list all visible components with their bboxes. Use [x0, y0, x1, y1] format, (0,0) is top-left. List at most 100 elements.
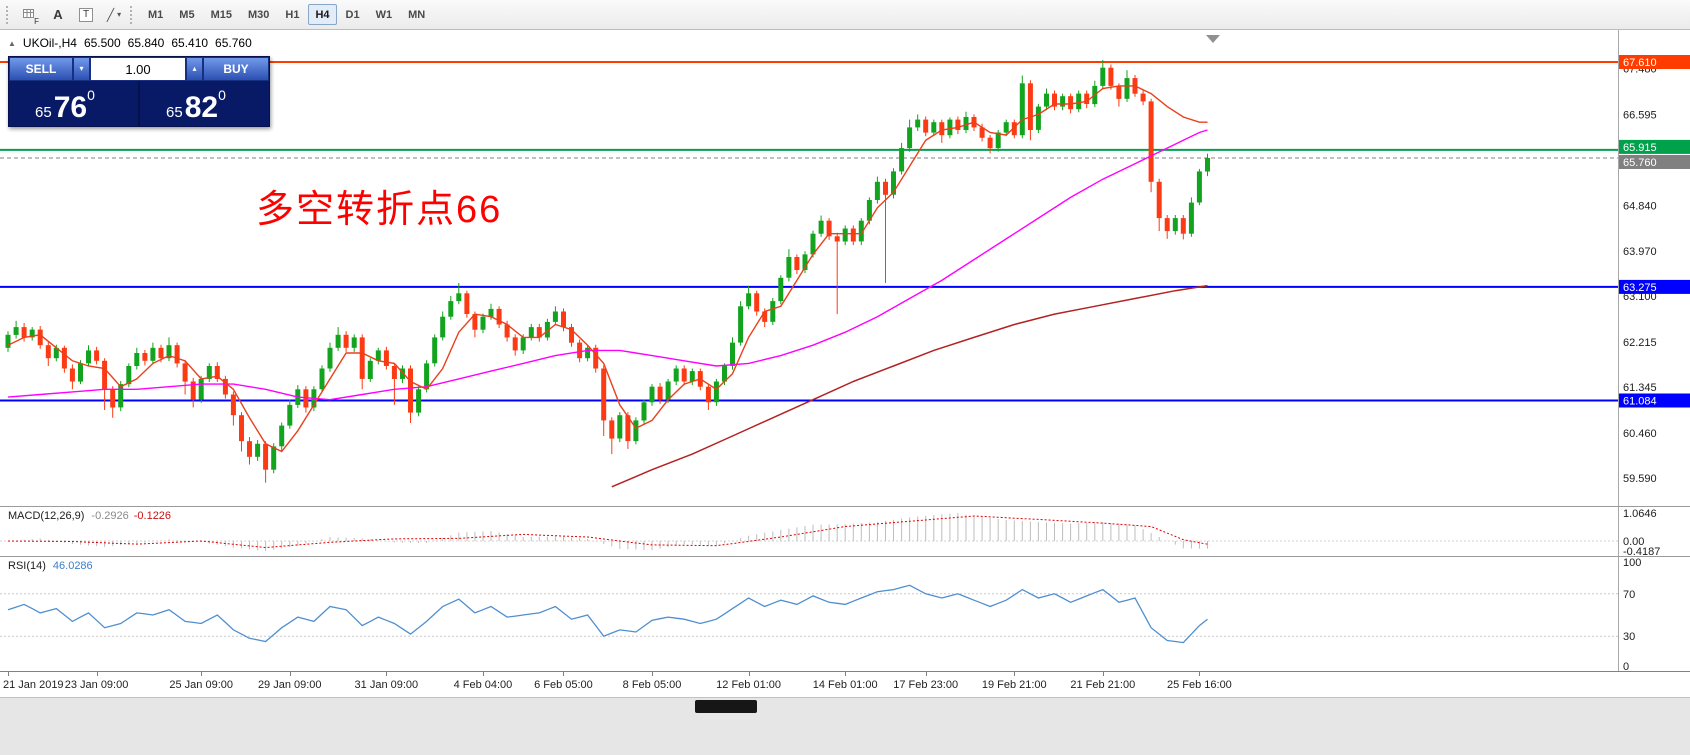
- time-axis-label: 19 Feb 21:00: [981, 679, 1047, 691]
- window-bottom-area: [0, 697, 1690, 755]
- price-tag: 65.760: [1619, 155, 1690, 169]
- price-tag: 67.610: [1619, 55, 1690, 69]
- svg-text:59.590: 59.590: [1623, 473, 1657, 485]
- time-axis-label: 21 Jan 2019: [3, 679, 64, 691]
- arrow-text-tool-button[interactable]: A: [45, 3, 71, 27]
- time-axis-tick: [1102, 672, 1104, 676]
- time-axis: 21 Jan 2019 23 Jan 09:00 25 Jan 09:00 29 Ja…: [0, 671, 1690, 697]
- chevron-down-icon: ▾: [117, 10, 122, 19]
- chart-shift-marker[interactable]: [1206, 35, 1220, 43]
- sell-price-sup: 0: [87, 87, 95, 103]
- time-axis-label: 8 Feb 05:00: [622, 679, 682, 691]
- buy-price[interactable]: 65 82 0: [140, 81, 269, 126]
- timeframe-button-m15[interactable]: M15: [204, 4, 239, 25]
- price-chart-svg: 67.48066.59564.84063.97063.10062.21561.3…: [0, 30, 1690, 506]
- time-axis-tick: [925, 672, 927, 676]
- volume-up-button[interactable]: ▴: [186, 57, 203, 81]
- svg-text:61.084: 61.084: [1623, 396, 1657, 408]
- svg-text:67.480: 67.480: [1623, 64, 1657, 76]
- timeframe-button-mn[interactable]: MN: [401, 4, 432, 25]
- caret-up-icon: ▴: [192, 64, 197, 73]
- sell-price-base: 65: [35, 103, 52, 121]
- f-label: F: [34, 16, 39, 26]
- macd-chart-svg: 1.0646 0.00-0.4187: [0, 507, 1660, 556]
- macd-signal-line: [7, 515, 1208, 549]
- candles-layer: [5, 59, 1210, 483]
- timeframe-button-m1[interactable]: M1: [141, 4, 170, 25]
- ohlc-low: 65.410: [171, 36, 209, 50]
- svg-text:65.915: 65.915: [1623, 142, 1657, 154]
- timeframe-group: M1 M5 M15 M30 H1 H4 D1 W1 MN: [140, 4, 433, 25]
- time-axis-tick: [289, 672, 291, 676]
- ma-slow-line: [611, 284, 1208, 488]
- time-axis-label: 6 Feb 05:00: [534, 679, 593, 691]
- sell-price[interactable]: 65 76 0: [9, 81, 138, 126]
- toolbar-grip[interactable]: [130, 5, 134, 24]
- price-tag: 65.915: [1619, 139, 1690, 154]
- svg-text:63.275: 63.275: [1623, 282, 1657, 294]
- toolbar-grip[interactable]: [6, 5, 10, 24]
- grid-icon: [22, 8, 34, 18]
- time-axis-label: 31 Jan 09:00: [354, 679, 419, 691]
- time-axis-label: 29 Jan 09:00: [257, 679, 322, 691]
- macd-name: MACD(12,26,9): [8, 510, 85, 522]
- svg-text:0: 0: [1623, 661, 1629, 671]
- svg-text:1.0646: 1.0646: [1623, 508, 1657, 520]
- volume-down-button[interactable]: ▾: [73, 57, 90, 81]
- template-tool-button[interactable]: F: [17, 3, 43, 27]
- svg-text:61.345: 61.345: [1623, 382, 1657, 394]
- ohlc-close: 65.760: [215, 36, 252, 50]
- buy-price-sup: 0: [218, 87, 226, 103]
- time-axis-tick: [1014, 672, 1016, 676]
- rsi-line: [7, 584, 1208, 644]
- volume-input[interactable]: [90, 57, 186, 81]
- time-axis-label: 23 Jan 09:00: [64, 679, 129, 691]
- ma-fast-line: [7, 85, 1208, 453]
- macd-histogram: [7, 513, 1208, 551]
- time-axis-tick: [482, 672, 484, 676]
- rsi-label: RSI(14) 46.0286: [8, 560, 93, 572]
- timeframe-button-m30[interactable]: M30: [241, 4, 276, 25]
- timeframe-button-w1[interactable]: W1: [369, 4, 400, 25]
- ohlc-open: 65.500: [83, 36, 121, 50]
- svg-text:66.595: 66.595: [1623, 110, 1657, 122]
- timeframe-button-d1[interactable]: D1: [339, 4, 367, 25]
- time-axis-tick: [845, 672, 847, 676]
- svg-text:0.00: 0.00: [1623, 536, 1644, 548]
- chart-window[interactable]: 67.480 66.595 64.840 63.970 63.100 62.215 61.3…: [0, 30, 1690, 697]
- svg-text:63.970: 63.970: [1623, 246, 1657, 258]
- rsi-name: RSI(14): [8, 560, 46, 572]
- time-axis-tick: [386, 672, 388, 676]
- text-tool-button[interactable]: T: [73, 3, 99, 27]
- shapes-tool-button[interactable]: ╱ ▾: [101, 3, 127, 27]
- sell-button[interactable]: SELL: [9, 57, 73, 81]
- time-axis-tick: [652, 672, 653, 676]
- time-axis-label: 21 Feb 21:00: [1070, 679, 1136, 691]
- time-axis-label: 14 Feb 01:00: [812, 679, 878, 691]
- svg-text:62.215: 62.215: [1623, 337, 1657, 349]
- timeframe-button-h1[interactable]: H1: [278, 4, 306, 25]
- caret-down-icon: ▾: [79, 64, 84, 73]
- time-axis-tick: [748, 672, 750, 676]
- panel-collapse-icon[interactable]: ▲: [8, 38, 16, 48]
- svg-text:30: 30: [1623, 631, 1635, 643]
- time-axis-tick: [8, 672, 9, 676]
- buy-button[interactable]: BUY: [203, 57, 269, 81]
- svg-text:100: 100: [1623, 557, 1641, 569]
- timeframe-button-m5[interactable]: M5: [172, 4, 201, 25]
- timeframe-button-h4[interactable]: H4: [308, 4, 337, 25]
- price-tag: 63.275: [1619, 279, 1690, 294]
- letter-t-icon: T: [78, 7, 94, 22]
- price-panel: 67.480 66.595 64.840 63.970 63.100 62.215 61.3…: [0, 30, 1690, 506]
- time-axis-label: 25 Feb 16:00: [1166, 679, 1232, 691]
- time-axis-label: 17 Feb 23:00: [893, 679, 959, 691]
- svg-text:70: 70: [1623, 589, 1635, 601]
- macd-label: MACD(12,26,9) -0.2926 -0.1226: [8, 510, 171, 522]
- time-axis-tick: [563, 672, 565, 676]
- time-axis-tick: [96, 672, 98, 676]
- chart-title: ▲ UKOil-,H4 65.500 65.840 65.410 65.760: [8, 36, 252, 50]
- sell-price-big: 76: [53, 91, 88, 125]
- letter-a-icon: A: [53, 7, 63, 22]
- macd-panel: 1.0646 0.00 -0.4187 MACD(12,26,9) -0.2926 -0…: [0, 506, 1690, 556]
